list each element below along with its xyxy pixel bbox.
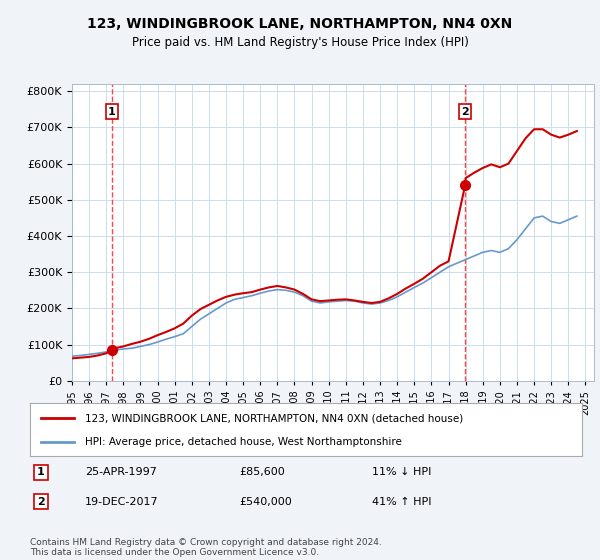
Text: 2: 2: [461, 106, 469, 116]
Text: Contains HM Land Registry data © Crown copyright and database right 2024.
This d: Contains HM Land Registry data © Crown c…: [30, 538, 382, 557]
Text: 19-DEC-2017: 19-DEC-2017: [85, 497, 159, 507]
Text: £85,600: £85,600: [240, 468, 286, 478]
Text: 1: 1: [37, 468, 45, 478]
Text: 25-APR-1997: 25-APR-1997: [85, 468, 157, 478]
Text: Price paid vs. HM Land Registry's House Price Index (HPI): Price paid vs. HM Land Registry's House …: [131, 36, 469, 49]
Text: 123, WINDINGBROOK LANE, NORTHAMPTON, NN4 0XN (detached house): 123, WINDINGBROOK LANE, NORTHAMPTON, NN4…: [85, 413, 463, 423]
Text: 1: 1: [108, 106, 116, 116]
Text: 2: 2: [37, 497, 45, 507]
Text: 123, WINDINGBROOK LANE, NORTHAMPTON, NN4 0XN: 123, WINDINGBROOK LANE, NORTHAMPTON, NN4…: [88, 17, 512, 31]
Text: £540,000: £540,000: [240, 497, 293, 507]
Text: 41% ↑ HPI: 41% ↑ HPI: [372, 497, 432, 507]
Text: 11% ↓ HPI: 11% ↓ HPI: [372, 468, 431, 478]
Text: HPI: Average price, detached house, West Northamptonshire: HPI: Average price, detached house, West…: [85, 436, 402, 446]
